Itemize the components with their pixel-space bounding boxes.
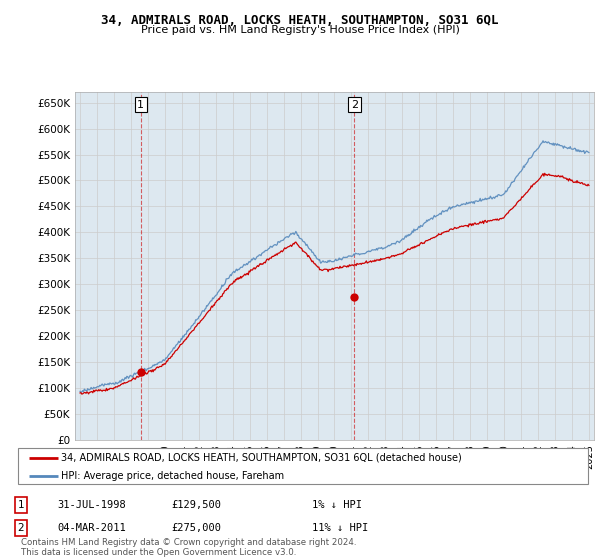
Text: Contains HM Land Registry data © Crown copyright and database right 2024.
This d: Contains HM Land Registry data © Crown c… xyxy=(21,538,356,557)
Text: 1: 1 xyxy=(137,100,145,110)
Text: 04-MAR-2011: 04-MAR-2011 xyxy=(57,523,126,533)
Text: 34, ADMIRALS ROAD, LOCKS HEATH, SOUTHAMPTON, SO31 6QL (detached house): 34, ADMIRALS ROAD, LOCKS HEATH, SOUTHAMP… xyxy=(61,453,461,463)
Text: Price paid vs. HM Land Registry's House Price Index (HPI): Price paid vs. HM Land Registry's House … xyxy=(140,25,460,35)
Text: £129,500: £129,500 xyxy=(171,500,221,510)
Text: 2: 2 xyxy=(351,100,358,110)
Text: HPI: Average price, detached house, Fareham: HPI: Average price, detached house, Fare… xyxy=(61,471,284,481)
Text: 1: 1 xyxy=(17,500,25,510)
Text: £275,000: £275,000 xyxy=(171,523,221,533)
FancyBboxPatch shape xyxy=(18,448,588,484)
Text: 11% ↓ HPI: 11% ↓ HPI xyxy=(312,523,368,533)
Text: 2: 2 xyxy=(17,523,25,533)
Text: 34, ADMIRALS ROAD, LOCKS HEATH, SOUTHAMPTON, SO31 6QL: 34, ADMIRALS ROAD, LOCKS HEATH, SOUTHAMP… xyxy=(101,14,499,27)
Text: 1% ↓ HPI: 1% ↓ HPI xyxy=(312,500,362,510)
Text: 31-JUL-1998: 31-JUL-1998 xyxy=(57,500,126,510)
